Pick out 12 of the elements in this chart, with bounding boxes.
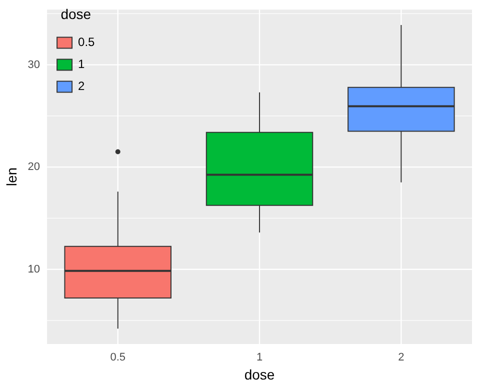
- legend-label: 1: [78, 57, 86, 72]
- legend-label: 0.5: [78, 35, 96, 50]
- y-axis-title: len: [3, 167, 20, 186]
- x-tick-label: 2: [398, 352, 404, 364]
- y-tick-label: 30: [28, 58, 40, 71]
- y-tick-label: 10: [28, 263, 40, 276]
- legend-title: dose: [60, 6, 92, 22]
- x-tick-label: 0.5: [110, 352, 126, 364]
- x-tick-label: 1: [256, 352, 263, 364]
- x-axis-title: dose: [244, 366, 275, 382]
- y-tick-label: 20: [28, 161, 40, 174]
- legend-label: 2: [78, 79, 86, 94]
